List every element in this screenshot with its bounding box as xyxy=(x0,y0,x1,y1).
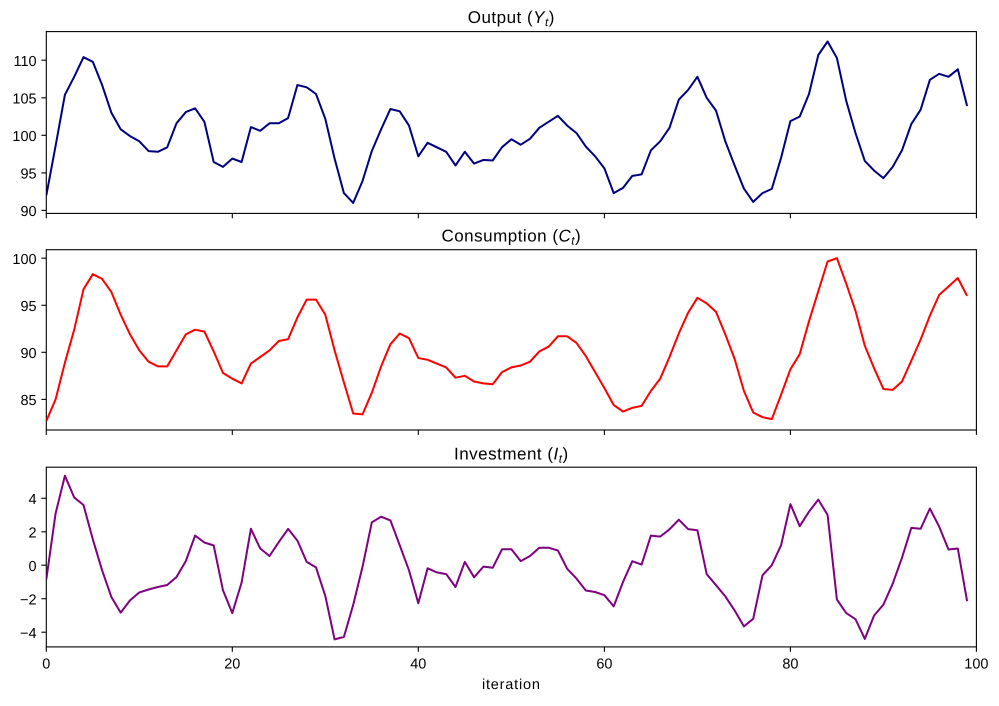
svg-text:110: 110 xyxy=(13,54,36,70)
svg-text:−4: −4 xyxy=(20,626,37,642)
svg-text:80: 80 xyxy=(782,657,798,673)
svg-text:4: 4 xyxy=(29,492,37,508)
svg-text:40: 40 xyxy=(410,657,426,673)
svg-text:100: 100 xyxy=(964,657,988,673)
svg-text:20: 20 xyxy=(224,657,240,673)
svg-text:100: 100 xyxy=(12,129,36,145)
svg-text:0: 0 xyxy=(42,657,50,673)
svg-text:95: 95 xyxy=(20,299,36,315)
svg-text:60: 60 xyxy=(596,657,612,673)
svg-text:100: 100 xyxy=(12,252,36,268)
svg-text:90: 90 xyxy=(20,204,36,220)
svg-text:90: 90 xyxy=(20,346,36,362)
svg-text:105: 105 xyxy=(12,92,36,108)
svg-text:95: 95 xyxy=(20,167,36,183)
svg-text:iteration: iteration xyxy=(482,677,541,693)
svg-text:−2: −2 xyxy=(20,593,37,609)
svg-text:Output (Yt): Output (Yt) xyxy=(468,8,555,29)
svg-text:Consumption (Ct): Consumption (Ct) xyxy=(441,226,581,247)
svg-text:85: 85 xyxy=(20,393,36,409)
svg-text:Investment (It): Investment (It) xyxy=(454,444,569,465)
svg-text:2: 2 xyxy=(29,526,37,542)
svg-text:0: 0 xyxy=(29,559,37,575)
